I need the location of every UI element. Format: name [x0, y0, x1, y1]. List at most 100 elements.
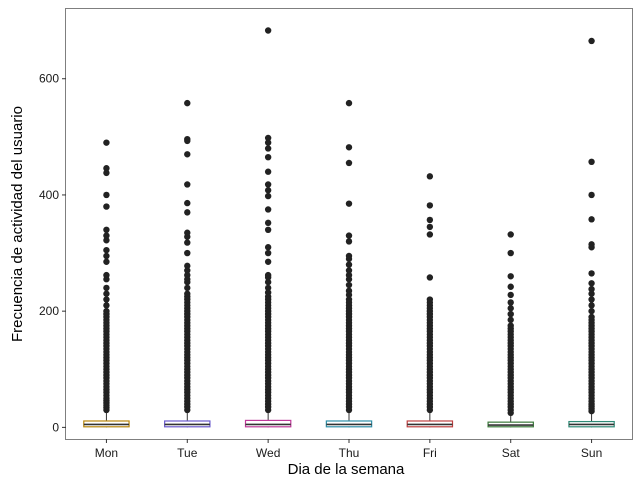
outlier-point — [507, 249, 514, 257]
outlier-point — [588, 296, 595, 303]
outlier-point — [184, 151, 191, 158]
box-thu — [325, 99, 373, 428]
outlier-point — [345, 281, 353, 289]
outlier-point — [588, 285, 595, 293]
outlier-point — [103, 252, 110, 260]
outlier-point — [103, 191, 110, 199]
outlier-point — [588, 270, 595, 277]
outlier-point — [507, 299, 514, 306]
box-sun — [568, 37, 615, 428]
box-fri — [406, 173, 454, 428]
outlier-point — [103, 302, 110, 309]
outlier-point — [345, 267, 353, 274]
outlier-point — [507, 310, 514, 318]
outlier-point — [103, 237, 110, 244]
y-axis: 0 200 400 600 — [39, 72, 66, 434]
outlier-point — [588, 280, 595, 287]
y-tick-label: 200 — [39, 304, 59, 318]
outlier-point — [345, 287, 353, 295]
outlier-point — [103, 203, 110, 210]
outlier-point — [103, 258, 110, 265]
outlier-point — [264, 134, 272, 142]
outlier-point — [507, 322, 514, 329]
x-tick-label: Sun — [581, 446, 602, 460]
outlier-point — [426, 231, 434, 238]
outlier-point — [507, 316, 514, 324]
outlier-point — [184, 249, 191, 257]
outlier-point — [264, 187, 272, 194]
outlier-point — [588, 241, 595, 248]
outlier-point — [184, 262, 191, 270]
outlier-point — [588, 216, 595, 223]
outlier-point — [507, 283, 514, 290]
outlier-point — [345, 200, 353, 207]
outlier-point — [264, 289, 272, 296]
outlier-point — [507, 305, 514, 312]
outlier-point — [264, 258, 272, 265]
outlier-point — [103, 246, 110, 254]
outlier-point — [588, 290, 595, 297]
outlier-point — [345, 99, 353, 107]
outlier-point — [345, 144, 353, 151]
outlier-point — [264, 145, 272, 152]
outlier-point — [184, 271, 191, 279]
outlier-point — [103, 284, 110, 292]
outlier-point — [507, 273, 514, 280]
outlier-point — [264, 206, 272, 213]
x-tick-label: Thu — [339, 446, 360, 460]
outlier-point — [345, 252, 353, 260]
outlier-point — [103, 296, 110, 303]
outlier-point — [264, 168, 272, 175]
outlier-point — [345, 238, 353, 245]
box-wed — [244, 27, 292, 428]
outlier-point — [588, 191, 595, 199]
box-sat — [487, 231, 534, 428]
outlier-point — [184, 99, 191, 107]
outlier-point — [588, 302, 595, 309]
outlier-point — [345, 261, 353, 268]
outlier-point — [426, 202, 434, 209]
outlier-point — [264, 284, 272, 292]
outlier-point — [345, 232, 353, 239]
outlier-point — [264, 226, 272, 234]
outlier-point — [345, 296, 353, 303]
outlier-point — [264, 181, 272, 188]
outlier-point — [184, 181, 191, 188]
outlier-point — [588, 307, 595, 315]
outlier-point — [264, 249, 272, 257]
outlier-point — [184, 239, 191, 246]
y-tick-label: 0 — [52, 420, 59, 434]
outlier-point — [184, 229, 191, 236]
outlier-point — [345, 271, 353, 279]
outlier-point — [588, 158, 595, 166]
outlier-point — [264, 153, 272, 161]
outlier-point — [507, 291, 514, 299]
outlier-point — [345, 159, 353, 167]
outlier-point — [103, 307, 110, 315]
outlier-point — [103, 290, 110, 297]
boxes-layer — [83, 27, 615, 428]
outlier-point — [426, 173, 434, 180]
outlier-point — [184, 267, 191, 274]
outlier-point — [426, 223, 434, 231]
x-tick-label: Mon — [95, 446, 118, 460]
outlier-point — [103, 139, 110, 146]
outlier-point — [426, 274, 434, 281]
outlier-point — [184, 290, 191, 297]
box-tue — [164, 99, 211, 428]
outlier-point — [103, 232, 110, 239]
outlier-point — [588, 37, 595, 45]
x-axis-title: Dia de la semana — [288, 461, 405, 478]
x-tick-label: Sat — [502, 446, 521, 460]
outlier-point — [184, 209, 191, 216]
outlier-point — [264, 139, 272, 146]
y-tick-label: 600 — [39, 72, 59, 86]
outlier-point — [184, 135, 191, 143]
x-tick-label: Wed — [256, 446, 280, 460]
outlier-point — [264, 271, 272, 279]
outlier-point — [264, 278, 272, 286]
outlier-point — [426, 296, 434, 303]
outlier-point — [507, 231, 514, 238]
outlier-point — [264, 219, 272, 227]
